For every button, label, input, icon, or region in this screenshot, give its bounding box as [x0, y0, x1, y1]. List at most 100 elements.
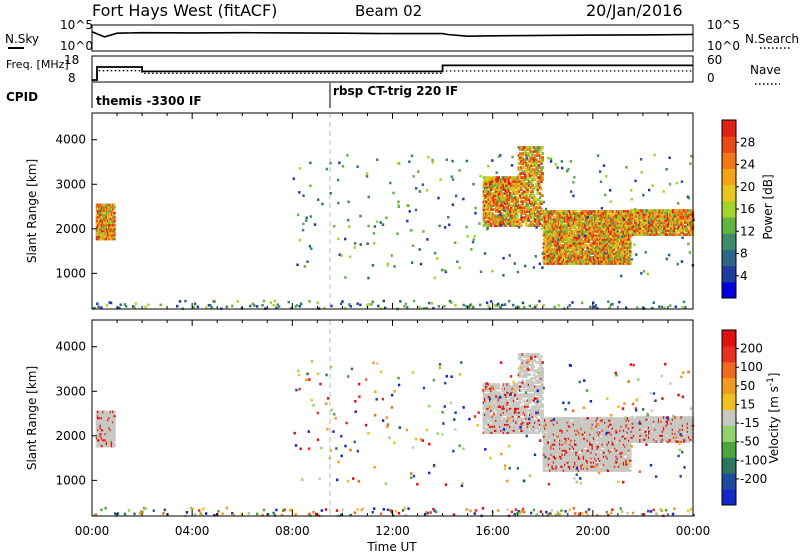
data-cell — [538, 176, 542, 179]
data-cell — [562, 244, 566, 247]
data-cell — [508, 192, 512, 195]
data-cell — [527, 401, 531, 404]
data-cell — [513, 407, 517, 410]
data-cell — [207, 303, 211, 307]
data-cell — [483, 222, 487, 225]
data-cell — [526, 164, 529, 167]
data-cell — [556, 224, 559, 227]
data-cell — [602, 238, 606, 241]
data-cell — [511, 186, 514, 189]
data-cell — [571, 248, 574, 251]
data-cell — [515, 407, 518, 410]
data-cell — [614, 226, 617, 229]
data-cell — [469, 303, 472, 307]
data-cell — [541, 194, 544, 197]
data-cell — [521, 405, 524, 408]
data-cell — [493, 415, 497, 418]
data-cell — [510, 397, 513, 400]
data-cell — [685, 219, 688, 222]
data-cell — [627, 252, 631, 255]
data-cell — [627, 248, 631, 251]
data-cell — [490, 403, 493, 406]
data-cell — [418, 305, 421, 309]
data-cell — [546, 260, 549, 263]
data-cell — [629, 226, 632, 229]
data-cell — [610, 216, 613, 219]
data-cell — [611, 236, 615, 239]
data-cell — [526, 419, 529, 422]
data-cell — [607, 254, 611, 257]
data-cell — [512, 216, 516, 219]
data-cell — [635, 219, 638, 222]
data-cell — [520, 389, 523, 392]
data-cell — [631, 231, 635, 234]
data-cell — [523, 365, 527, 368]
data-cell — [498, 220, 502, 223]
data-cell — [490, 397, 493, 400]
data-cell — [517, 397, 521, 400]
data-cell — [554, 513, 558, 517]
data-cell — [687, 215, 691, 218]
data-cell — [570, 220, 573, 223]
data-cell — [500, 395, 503, 398]
data-cell — [523, 405, 527, 408]
data-cell — [599, 218, 602, 221]
data-cell — [547, 220, 551, 223]
data-cell — [601, 262, 604, 265]
data-cell — [624, 212, 627, 215]
data-cell — [102, 225, 105, 229]
data-cell — [483, 393, 487, 396]
data-cell — [528, 389, 532, 392]
data-cell — [630, 225, 633, 228]
data-cell — [549, 212, 552, 215]
data-cell — [629, 216, 632, 219]
data-cell — [641, 233, 645, 236]
data-cell — [487, 395, 491, 398]
data-cell — [407, 204, 410, 208]
data-cell — [513, 413, 517, 416]
data-cell — [515, 391, 518, 394]
data-cell — [580, 220, 583, 223]
data-cell — [527, 164, 531, 167]
data-cell — [490, 196, 493, 199]
data-cell — [525, 407, 528, 410]
data-cell — [632, 231, 636, 234]
data-cell — [507, 190, 511, 193]
data-cell — [482, 200, 486, 203]
data-cell — [454, 241, 457, 244]
data-cell — [569, 238, 572, 241]
data-cell — [552, 232, 556, 235]
data-cell — [495, 182, 498, 185]
data-cell — [108, 227, 111, 231]
data-cell — [517, 367, 521, 370]
data-cell — [508, 214, 512, 217]
data-cell — [620, 248, 623, 251]
data-cell — [565, 214, 568, 217]
data-cell — [110, 209, 114, 213]
data-cell — [576, 214, 579, 217]
data-cell — [552, 212, 556, 215]
data-cell — [425, 511, 428, 514]
data-cell — [562, 212, 566, 215]
data-cell — [560, 218, 563, 221]
data-cell — [576, 256, 579, 259]
data-cell — [488, 212, 492, 215]
data-cell — [510, 184, 513, 187]
data-cell — [436, 257, 439, 260]
data-cell — [592, 222, 596, 225]
data-cell — [677, 219, 681, 222]
data-cell — [485, 220, 488, 223]
data-cell — [596, 260, 599, 263]
data-cell — [530, 200, 533, 203]
data-cell — [587, 252, 591, 255]
data-cell — [538, 216, 542, 219]
data-cell — [536, 160, 539, 163]
data-cell — [95, 412, 99, 416]
data-cell — [523, 170, 527, 173]
data-cell — [597, 230, 601, 233]
data-cell — [473, 234, 476, 238]
data-cell — [113, 231, 116, 235]
data-cell — [641, 219, 645, 222]
data-cell — [492, 176, 496, 179]
data-cell — [486, 208, 489, 211]
